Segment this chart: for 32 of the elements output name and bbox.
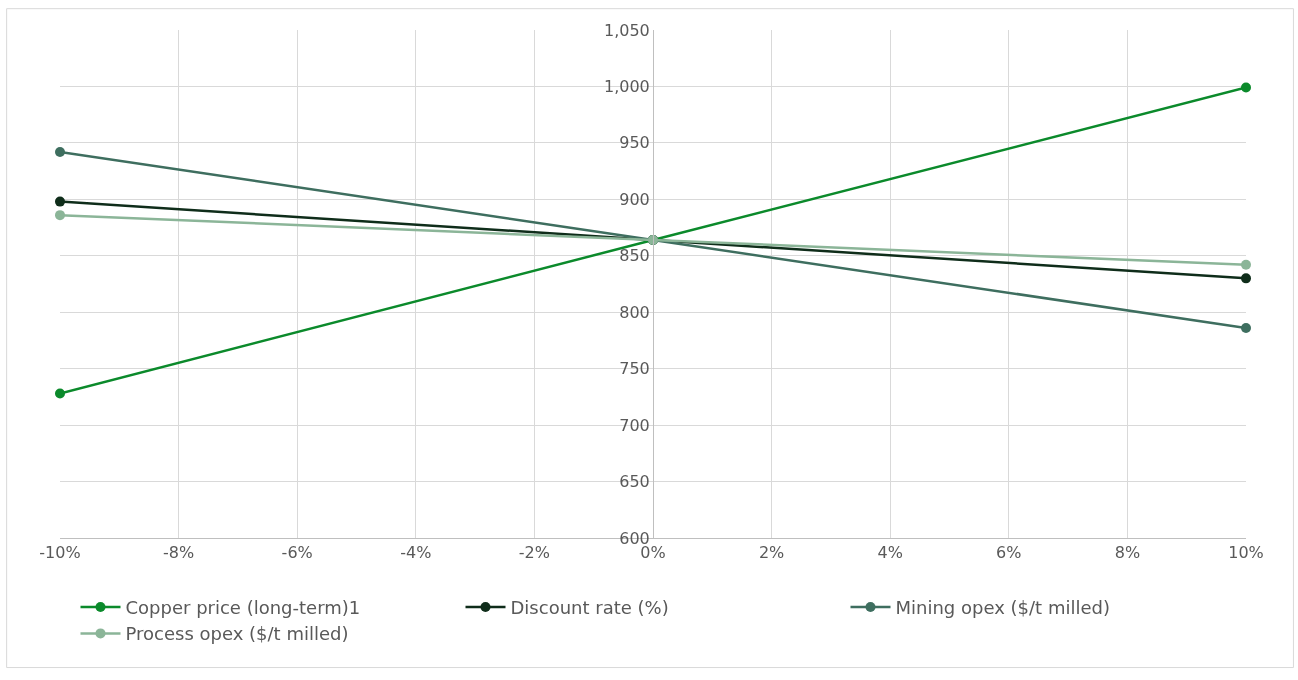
- point: [55, 146, 65, 157]
- x-tick-label: -6%: [281, 543, 313, 563]
- x-tick-label: 4%: [877, 543, 903, 563]
- y-tick-label: 900: [619, 189, 650, 209]
- x-tick-label: 6%: [996, 543, 1022, 563]
- point: [1241, 323, 1251, 334]
- y-tick-label: 650: [619, 472, 650, 492]
- x-tick-label: -10%: [39, 543, 81, 563]
- y-tick-label: 850: [619, 246, 650, 266]
- y-tick-label: 1,050: [603, 20, 650, 40]
- y-tick-label: 950: [619, 133, 650, 153]
- point: [1241, 82, 1251, 93]
- point: [1241, 273, 1251, 284]
- x-tick-label: 8%: [1114, 543, 1141, 563]
- x-tick-label: 0%: [640, 543, 666, 563]
- legend-label: Copper price (long-term)1: [125, 597, 361, 619]
- x-tick-label: 10%: [1228, 543, 1264, 563]
- y-tick-label: 1,000: [603, 77, 650, 97]
- y-tick-label: 750: [619, 359, 650, 379]
- x-tick-label: 2%: [758, 543, 785, 563]
- y-tick-label: 800: [619, 302, 650, 322]
- point: [1241, 259, 1251, 270]
- legend-label: Discount rate (%): [510, 597, 669, 619]
- point: [55, 196, 65, 207]
- point: [55, 388, 65, 399]
- x-tick-label: -4%: [400, 543, 432, 563]
- x-tick-label: -2%: [518, 543, 550, 563]
- y-tick-label: 700: [619, 415, 650, 435]
- point: [55, 210, 65, 221]
- x-tick-label: -8%: [163, 543, 195, 563]
- legend-label: Mining opex ($/t milled): [895, 597, 1110, 619]
- legend-label: Process opex ($/t milled): [125, 623, 349, 645]
